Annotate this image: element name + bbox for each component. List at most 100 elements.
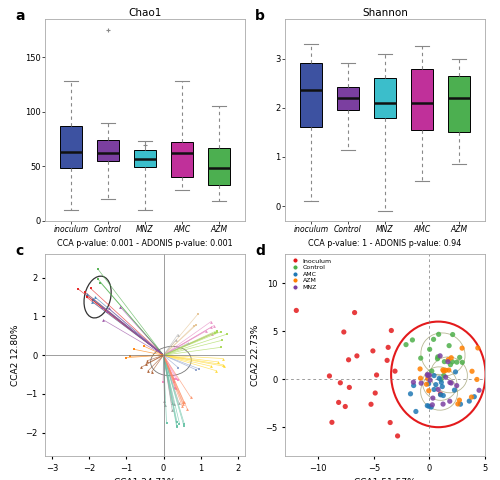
Bar — [134, 150, 156, 168]
Point — [448, 358, 456, 366]
Point — [353, 352, 361, 360]
Point — [416, 354, 424, 362]
Point — [442, 367, 450, 374]
Point — [452, 368, 460, 376]
Point — [442, 373, 450, 381]
Point — [432, 381, 440, 388]
Point — [475, 386, 483, 394]
Point — [412, 408, 420, 415]
Point — [445, 342, 453, 349]
Bar — [337, 87, 359, 110]
Point — [474, 344, 482, 352]
Bar — [411, 69, 433, 130]
Point — [367, 400, 375, 408]
Point — [434, 385, 442, 393]
Bar — [448, 76, 470, 132]
Point — [425, 387, 433, 395]
Point — [458, 359, 466, 366]
Point — [386, 419, 394, 426]
Point — [424, 375, 432, 383]
Point — [430, 372, 438, 379]
Point — [408, 336, 416, 344]
X-axis label: CCA1 24.71%: CCA1 24.71% — [114, 478, 176, 480]
Point — [328, 419, 336, 426]
Point — [406, 390, 414, 397]
Point — [336, 379, 344, 386]
Point — [452, 382, 460, 389]
X-axis label: CCA1 51.57%: CCA1 51.57% — [354, 478, 416, 480]
Point — [424, 380, 432, 387]
Point — [391, 367, 399, 375]
Point — [424, 402, 432, 409]
Point — [334, 398, 342, 406]
Point — [424, 371, 432, 378]
Point — [388, 327, 396, 335]
Point — [446, 379, 454, 386]
Point — [466, 397, 473, 405]
Point — [468, 393, 475, 401]
Point — [447, 379, 455, 387]
Point — [448, 354, 456, 361]
Point — [340, 328, 348, 336]
Point — [438, 379, 446, 386]
Point — [372, 371, 380, 379]
Point — [426, 346, 434, 353]
Bar — [208, 148, 230, 185]
Point — [440, 392, 448, 399]
Point — [422, 381, 430, 388]
Point — [458, 344, 466, 352]
Point — [425, 402, 433, 410]
Point — [426, 372, 434, 379]
Point — [344, 356, 352, 364]
Point — [440, 358, 448, 365]
Point — [445, 366, 453, 374]
Point — [494, 327, 500, 335]
Point — [434, 330, 442, 338]
Point — [434, 355, 442, 362]
Point — [350, 309, 358, 316]
Point — [371, 389, 379, 397]
Point — [326, 372, 334, 380]
Point — [346, 384, 354, 391]
Title: Chao1: Chao1 — [128, 9, 162, 18]
Point — [417, 379, 425, 387]
Point — [453, 359, 461, 366]
Point — [439, 366, 447, 374]
Point — [424, 372, 432, 379]
Point — [383, 357, 391, 364]
Point — [292, 307, 300, 314]
Bar — [60, 126, 82, 168]
Point — [410, 382, 418, 389]
Point — [468, 367, 476, 375]
Point — [444, 358, 452, 366]
Point — [473, 376, 481, 384]
Title: Shannon: Shannon — [362, 9, 408, 18]
Point — [434, 353, 442, 360]
Point — [436, 374, 444, 382]
Point — [456, 396, 464, 404]
Text: a: a — [15, 9, 24, 23]
Point — [416, 374, 424, 382]
Bar — [300, 63, 322, 127]
Point — [456, 400, 464, 408]
Point — [450, 386, 458, 394]
Point — [402, 341, 410, 348]
Bar — [374, 78, 396, 118]
Point — [448, 331, 456, 338]
Point — [437, 375, 445, 383]
Title: CCA p-value: 0.001 - ADONIS p-value: 0.001: CCA p-value: 0.001 - ADONIS p-value: 0.0… — [57, 239, 233, 248]
Y-axis label: CCA2 22.73%: CCA2 22.73% — [250, 324, 260, 386]
Bar — [171, 143, 193, 177]
Point — [426, 376, 434, 384]
Point — [446, 397, 454, 405]
Point — [439, 400, 447, 408]
Point — [446, 361, 454, 369]
Point — [440, 372, 448, 379]
Text: c: c — [15, 244, 23, 258]
Point — [416, 365, 424, 373]
Point — [427, 403, 435, 411]
Point — [384, 344, 392, 351]
Point — [456, 354, 464, 361]
Text: b: b — [255, 9, 265, 23]
Point — [410, 378, 418, 386]
